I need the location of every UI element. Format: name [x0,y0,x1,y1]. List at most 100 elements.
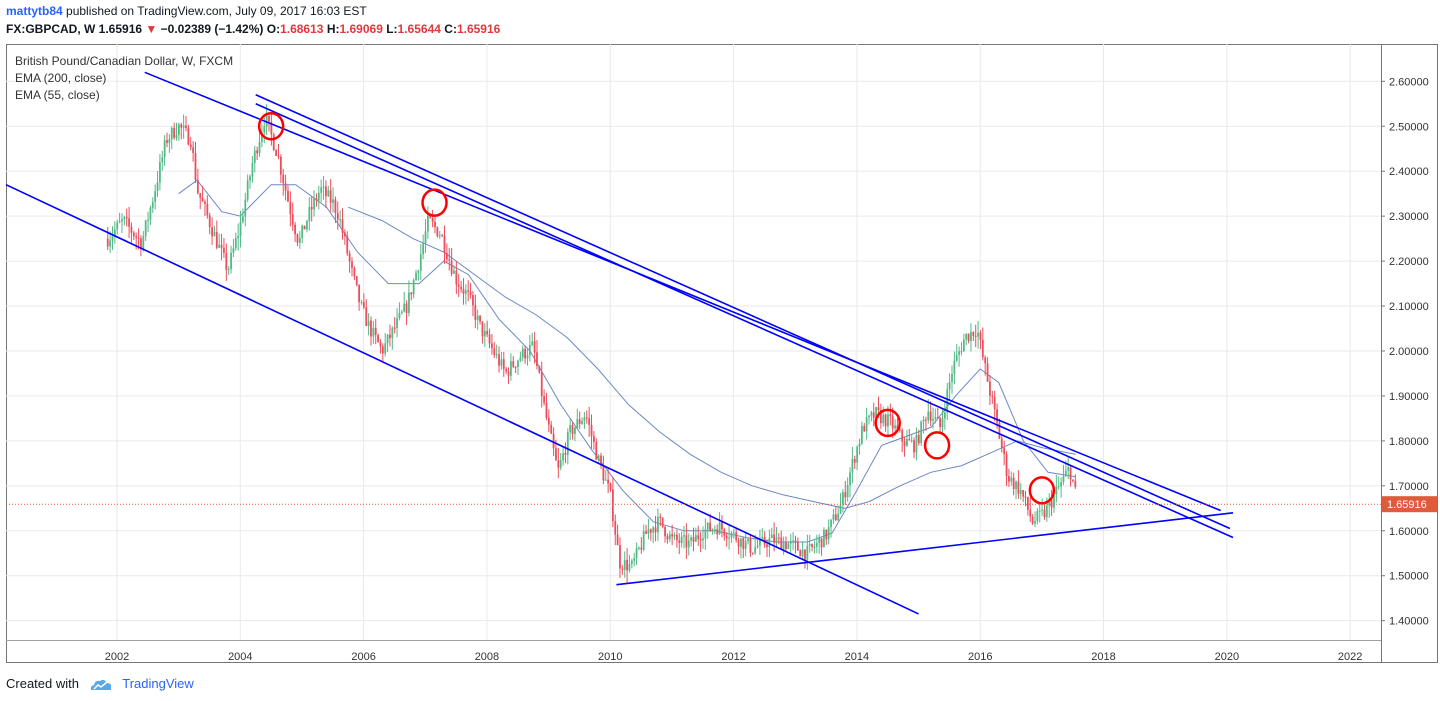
candle-body [578,419,581,424]
candle-body [955,354,958,361]
candle [863,423,866,432]
candle [737,537,740,555]
candle-body [1053,494,1055,508]
circle-annotation[interactable] [257,112,285,141]
candle-body [408,292,410,314]
candle [443,225,446,264]
candle-body [400,311,403,314]
candle [640,537,643,554]
candle [913,437,915,459]
candle-body [898,429,901,431]
candle-body [113,229,116,236]
candle-body [270,121,273,135]
candle-body [825,529,828,540]
candle-body [526,355,529,359]
candle-body [1074,480,1077,487]
trendline[interactable] [255,94,1231,530]
candle-body [320,187,323,193]
candle [989,375,991,406]
candle-body [251,163,254,177]
candle [116,219,119,235]
candle-body [566,432,569,455]
candle [946,382,949,421]
candle-body [505,368,508,372]
candle-body [903,441,906,446]
candle-body [602,465,605,481]
candle-body [464,290,467,294]
candle-body [799,550,802,557]
candle-body [889,414,892,417]
candle [177,122,180,141]
candle-body [891,416,894,429]
created-with-label: Created with [6,676,79,691]
candle [808,534,811,553]
candle [488,328,491,349]
footer: Created with TradingView [6,676,194,692]
circle-annotation[interactable] [923,431,951,460]
candle [704,518,707,550]
candle [1026,496,1029,516]
candle [282,168,285,196]
tradingview-brand-link[interactable]: TradingView [122,676,194,691]
candle-body [472,295,474,306]
candle-body [149,207,152,220]
candle-body [998,422,1001,439]
trendline[interactable] [5,183,919,615]
candle-body [429,215,432,218]
candle-body [830,519,832,528]
candle [327,185,330,198]
candle-body [507,371,510,376]
candle-body [718,522,721,535]
candle [626,548,628,583]
candle-body [673,534,676,537]
circle-annotation[interactable] [1028,476,1056,505]
candle-body [234,238,237,249]
circle-annotation[interactable] [874,408,901,438]
candle-body [645,531,647,534]
candle-body [979,332,982,340]
author-link[interactable]: mattytb84 [6,4,63,18]
candle [922,416,925,434]
candle-body [1038,510,1041,512]
candle-body [223,247,225,253]
candle-body [642,531,645,550]
trendline[interactable] [616,512,1234,586]
candle [597,454,600,463]
candle-body [939,417,942,428]
candle [481,321,484,344]
trendline[interactable] [255,103,1234,539]
candle-body [711,529,714,531]
candle-body [343,232,346,237]
candle [967,333,970,344]
y-tick-label: 2.00000 [1389,346,1429,358]
candle [533,332,536,364]
candle [514,366,517,373]
candle [332,187,334,213]
candle [666,533,669,544]
ema200-line [348,206,1076,509]
candle-body [412,280,415,295]
candle [472,291,474,317]
x-tick-label: 2018 [1091,651,1115,663]
trendline[interactable] [144,71,1221,512]
candle [571,421,574,440]
price-change: −0.02389 (−1.42%) [160,22,264,36]
circle-annotation[interactable] [421,188,448,217]
candle-body [728,537,730,539]
candle [386,334,389,353]
candle-body [858,443,861,447]
candle-body [564,453,567,455]
candle-body [514,366,517,368]
candle-body [339,219,342,221]
candle-body [422,243,425,255]
candle-body [704,529,707,539]
candle-body [839,504,842,514]
candle-body [325,186,327,197]
candle [1034,511,1036,528]
candle [140,235,142,257]
candle [315,193,318,207]
candle [856,445,859,471]
candle [858,438,861,455]
candle-body [915,434,918,453]
